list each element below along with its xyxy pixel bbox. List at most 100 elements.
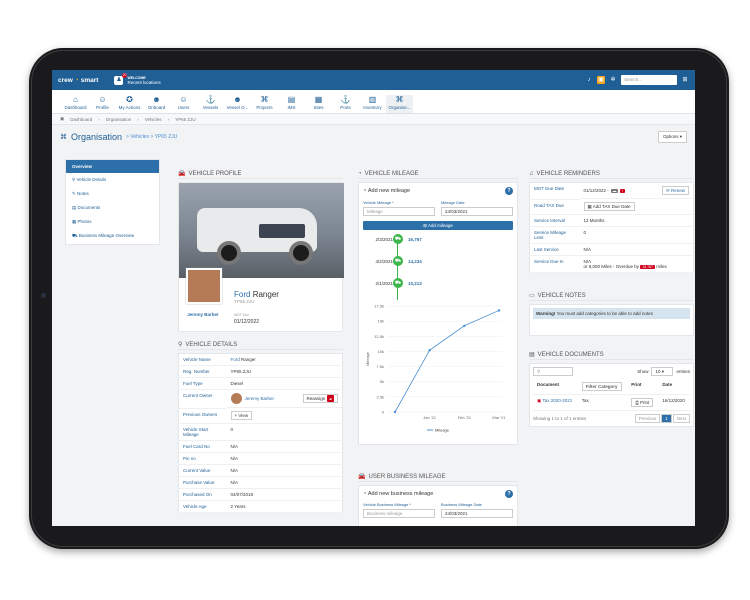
page-1-button[interactable]: 1 (661, 414, 672, 423)
table-row: Pin no N/A (178, 452, 343, 465)
table-row: ▣ Tax 2020-2021 Tax ⎙ Print 16/12/2020 (533, 394, 690, 411)
sidebar-item-photos[interactable]: ▦ Photos (72, 219, 92, 224)
notes-panel: ▭ VEHICLE NOTES Warning! You must add cat… (529, 291, 694, 336)
prev-page-button[interactable]: Previous (634, 414, 661, 423)
mileage-input[interactable]: Mileage (363, 207, 435, 216)
table-row: Vehicle Start Mileage 0 (178, 423, 343, 441)
data-point[interactable] (428, 348, 431, 352)
nav-item-vessels[interactable]: ⚓ Vessels (197, 95, 224, 113)
avatar[interactable] (186, 268, 222, 304)
documents-search-input[interactable]: ⚲ (533, 367, 573, 376)
data-point[interactable] (497, 309, 501, 312)
nav-item-onboard[interactable]: ☻ Onboard (143, 95, 170, 113)
car-icon: 🚘 (358, 474, 366, 480)
breadcrumb-item[interactable]: Vehicles (144, 116, 162, 122)
next-page-button[interactable]: Next (672, 414, 690, 423)
table-row: Road TAX Due ▦ Add TAX Due Date (529, 199, 694, 215)
nav-item-inventory[interactable]: ▥ Inventory (359, 95, 386, 113)
location-switcher[interactable]: ♟ 20 WELCOME Recent locations (114, 72, 161, 85)
vehicle-sidebar: Overview ⚲ Vehicle Details ✎ Notes ▤ Docume… (65, 159, 160, 245)
add-tax-due-button[interactable]: ▦ Add TAX Due Date (583, 202, 635, 211)
sidebar-item-documents[interactable]: ▤ Documents (72, 205, 101, 210)
view-owners-button[interactable]: + View (230, 411, 253, 420)
owner-name[interactable]: Jeremy Barber (187, 312, 219, 317)
nav-item-vessel-o[interactable]: ☻ Vessel O... (224, 95, 251, 113)
business-mileage-input[interactable]: Business mileage (363, 509, 435, 518)
vehicle-photo[interactable] (179, 183, 344, 278)
reassign-button[interactable]: Reassign ▰ (302, 394, 338, 403)
alert-icon: ! (620, 188, 626, 193)
documents-table: Document Filter Category Print Date ▣ Tax 2… (533, 379, 690, 411)
breadcrumb-item[interactable]: YP65 ZJU (175, 116, 196, 122)
data-point[interactable] (393, 410, 397, 414)
y-tick-label: 2.5k (376, 394, 384, 399)
ims-icon: ▤ (287, 95, 296, 104)
page-subtitle[interactable]: > Vehicles > YP65 ZJU (126, 134, 178, 140)
notes-warning: Warning! You must add categories to be a… (533, 308, 690, 319)
business-date-field[interactable]: 24/03/2021 (441, 509, 513, 518)
data-point[interactable] (463, 324, 466, 327)
sidebar-item-business-mileage-overview[interactable]: ⛟ Business Mileage Overview (72, 233, 135, 238)
help-icon[interactable]: ? (505, 490, 513, 498)
add-mileage-button[interactable]: ⊞ Add mileage (363, 221, 513, 230)
table-row: Purchased On 04/07/2018 (178, 488, 343, 501)
print-button[interactable]: ⎙ Print (631, 398, 654, 407)
owner-link[interactable]: Jeremy Barber (244, 396, 275, 401)
sidebar-icon: ⛟ (72, 233, 79, 238)
overdue-badge: 16,767 (640, 265, 656, 269)
mic-icon[interactable]: ♪ (587, 77, 591, 83)
renew-button[interactable]: ⟳ Renew (661, 186, 689, 195)
settings-icon[interactable]: ✲ (610, 77, 616, 83)
sidebar-item-vehicle-details[interactable]: ⚲ Vehicle Details (72, 177, 107, 182)
mileage-entry: 4/2/2021 ⛟ 14,234 (375, 256, 422, 266)
doc-col-date[interactable]: Date (658, 379, 690, 395)
vessel-officer-icon: ☻ (233, 95, 242, 104)
doc-col-document[interactable]: Document (533, 379, 578, 395)
breadcrumb-item[interactable]: Dashboard (70, 116, 93, 122)
nav-item-dashboard[interactable]: ⌂ Dashboard (62, 95, 89, 113)
gauge-icon: ◔ (363, 188, 367, 194)
vehicle-details-panel: ⚲ VEHICLE DETAILS Vehicle Name Ford Ranger… (178, 340, 343, 513)
expand-icon[interactable]: ⊞ (682, 77, 688, 83)
doc-col-filter[interactable]: Filter Category (577, 379, 628, 395)
owner-avatar (230, 393, 242, 404)
mileage-date-field[interactable]: 24/03/2021 (441, 207, 513, 216)
actions-icon: ✪ (126, 95, 133, 104)
search-input[interactable]: Search... (621, 75, 677, 85)
page-size-select[interactable]: 10 ▾ (651, 367, 674, 376)
breadcrumb-item[interactable]: Organisation (105, 116, 132, 122)
gauge-icon: ◔ (363, 491, 367, 497)
brand-logo[interactable]: crew ◔ smart (58, 76, 99, 84)
x-tick-label: Mar '21 (492, 415, 506, 420)
help-icon[interactable]: ? (505, 187, 513, 195)
sidebar-item-overview[interactable]: Overview (66, 160, 159, 173)
nav-item-ims[interactable]: ▤ IMS (278, 95, 305, 113)
mileage-chart: 0 2.5k 5k 7.5k 10k 12.5k 15k 17.5k Mileage Jan '2… (365, 304, 506, 433)
reassign-flag-icon: ▰ (327, 395, 334, 402)
nav-item-users[interactable]: ☺ Users (170, 95, 197, 113)
sidebar-icon: ▦ (72, 219, 78, 224)
sidebar-item-notes[interactable]: ✎ Notes (72, 191, 89, 196)
table-row: MOT Due Date 01/12/2022 - ▬! ⟳ Renew (529, 182, 694, 200)
users-icon: ☺ (179, 95, 188, 104)
sidebar-toggle-icon[interactable]: ▣ (60, 116, 65, 121)
nav-item-ports[interactable]: ⚓ Ports (332, 95, 359, 113)
nav-item-organise[interactable]: ⌘ Organise... (386, 95, 413, 113)
y-tick-label: 5k (380, 379, 384, 384)
nav-item-projects[interactable]: ⌘ Projects (251, 95, 278, 113)
pdf-icon: ▣ (537, 398, 542, 403)
nav-item-my-actions[interactable]: ✪ My Actions (116, 95, 143, 113)
table-row: Previous Owners + View (178, 408, 343, 424)
table-row: Fuel Card No N/A (178, 440, 343, 453)
nav-item-sites[interactable]: ▦ Sites (305, 95, 332, 113)
table-row: Vehicle Name Ford Ranger (178, 353, 343, 366)
nav-item-profile[interactable]: ☺ Profile (89, 95, 116, 113)
document-link[interactable]: ▣ Tax 2020-2021 (533, 394, 578, 411)
reminders-table: MOT Due Date 01/12/2022 - ▬! ⟳ Renew Road TA… (529, 182, 694, 273)
bell-icon[interactable]: ♟ 20 (114, 72, 128, 85)
x-tick-label: Feb '21 (458, 415, 472, 420)
lock-icon[interactable]: ▣ (597, 76, 605, 84)
sidebar-icon: ▤ (72, 205, 78, 210)
sites-icon: ▦ (314, 95, 323, 104)
options-button[interactable]: Options ▾ (657, 131, 687, 143)
